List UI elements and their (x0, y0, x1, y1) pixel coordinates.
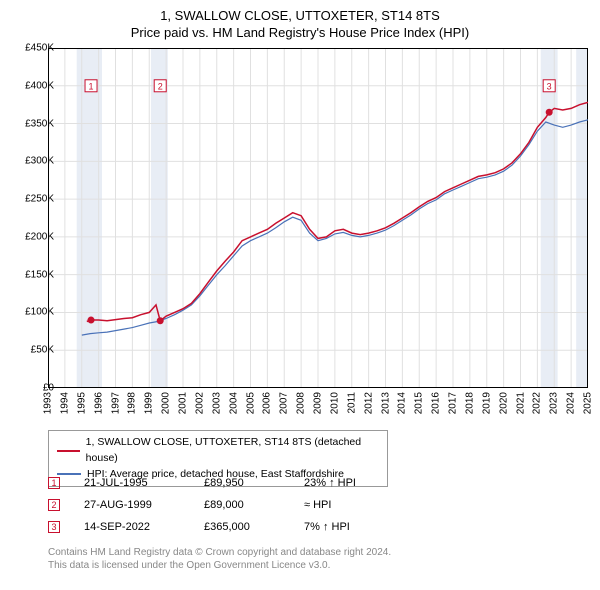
chart-container: 1, SWALLOW CLOSE, UTTOXETER, ST14 8TS Pr… (0, 0, 600, 590)
sale-price: £89,000 (204, 499, 304, 511)
title-block: 1, SWALLOW CLOSE, UTTOXETER, ST14 8TS Pr… (0, 0, 600, 42)
chart-svg: 1 2 3 (48, 48, 588, 388)
footer-attribution: Contains HM Land Registry data © Crown c… (48, 546, 391, 572)
x-tick-label: 2007 (279, 392, 290, 414)
x-tick-label: 2001 (178, 392, 189, 414)
x-tick-label: 2008 (296, 392, 307, 414)
footer-line1: Contains HM Land Registry data © Crown c… (48, 546, 391, 559)
sale-marker-badge: 3 (48, 521, 60, 533)
x-tick-label: 2025 (583, 392, 594, 414)
x-tick-label: 2010 (329, 392, 340, 414)
x-tick-label: 2002 (194, 392, 205, 414)
x-tick-label: 2022 (532, 392, 543, 414)
x-tick-label: 2024 (566, 392, 577, 414)
x-tick-label: 1996 (93, 392, 104, 414)
x-tick-label: 1998 (127, 392, 138, 414)
x-tick-label: 2009 (313, 392, 324, 414)
sale-marker-badge: 2 (48, 499, 60, 511)
sale-date: 14-SEP-2022 (84, 521, 204, 533)
x-tick-label: 2013 (380, 392, 391, 414)
x-tick-label: 2011 (346, 392, 357, 414)
sale-price: £365,000 (204, 521, 304, 533)
y-tick-label: £100K (25, 307, 54, 318)
y-tick-label: £250K (25, 194, 54, 205)
sale-hpi: 23% ↑ HPI (304, 477, 404, 489)
x-tick-label: 2006 (262, 392, 273, 414)
title-address: 1, SWALLOW CLOSE, UTTOXETER, ST14 8TS (0, 8, 600, 25)
x-tick-label: 2000 (161, 392, 172, 414)
y-tick-label: £450K (25, 43, 54, 54)
y-tick-label: £150K (25, 269, 54, 280)
legend-swatch-price-paid (57, 450, 80, 452)
sales-row: 3 14-SEP-2022£365,0007% ↑ HPI (48, 516, 404, 538)
sale-date: 27-AUG-1999 (84, 499, 204, 511)
x-tick-label: 2020 (498, 392, 509, 414)
legend-label-price-paid: 1, SWALLOW CLOSE, UTTOXETER, ST14 8TS (d… (86, 435, 379, 467)
x-tick-label: 1994 (59, 392, 70, 414)
x-tick-label: 2021 (515, 392, 526, 414)
sale-price: £89,950 (204, 477, 304, 489)
y-tick-label: £50K (31, 345, 54, 356)
x-tick-label: 2005 (245, 392, 256, 414)
x-tick-label: 2004 (228, 392, 239, 414)
x-tick-label: 1997 (110, 392, 121, 414)
sale-marker-badge: 1 (48, 477, 60, 489)
x-tick-label: 2019 (481, 392, 492, 414)
x-tick-label: 1993 (43, 392, 54, 414)
x-tick-label: 2023 (549, 392, 560, 414)
legend-item-price-paid: 1, SWALLOW CLOSE, UTTOXETER, ST14 8TS (d… (57, 435, 379, 467)
svg-text:3: 3 (547, 81, 552, 91)
y-tick-label: £350K (25, 118, 54, 129)
y-tick-label: £400K (25, 80, 54, 91)
x-tick-label: 2016 (431, 392, 442, 414)
x-tick-label: 2015 (414, 392, 425, 414)
svg-text:1: 1 (89, 81, 94, 91)
sales-table: 1 21-JUL-1995£89,95023% ↑ HPI 2 27-AUG-1999… (48, 472, 404, 538)
sales-row: 1 21-JUL-1995£89,95023% ↑ HPI (48, 472, 404, 494)
y-tick-label: £200K (25, 231, 54, 242)
title-subtitle: Price paid vs. HM Land Registry's House … (0, 25, 600, 42)
sale-hpi: ≈ HPI (304, 499, 404, 511)
x-tick-label: 2012 (363, 392, 374, 414)
sales-row: 2 27-AUG-1999£89,000≈ HPI (48, 494, 404, 516)
x-tick-label: 2017 (448, 392, 459, 414)
y-tick-label: £300K (25, 156, 54, 167)
x-tick-label: 2003 (211, 392, 222, 414)
x-tick-label: 2018 (464, 392, 475, 414)
footer-line2: This data is licensed under the Open Gov… (48, 559, 391, 572)
sale-date: 21-JUL-1995 (84, 477, 204, 489)
chart-plot-area: 1 2 3 (48, 48, 588, 388)
x-tick-label: 2014 (397, 392, 408, 414)
svg-text:2: 2 (158, 81, 163, 91)
sale-hpi: 7% ↑ HPI (304, 521, 404, 533)
x-tick-label: 1995 (76, 392, 87, 414)
x-tick-label: 1999 (144, 392, 155, 414)
